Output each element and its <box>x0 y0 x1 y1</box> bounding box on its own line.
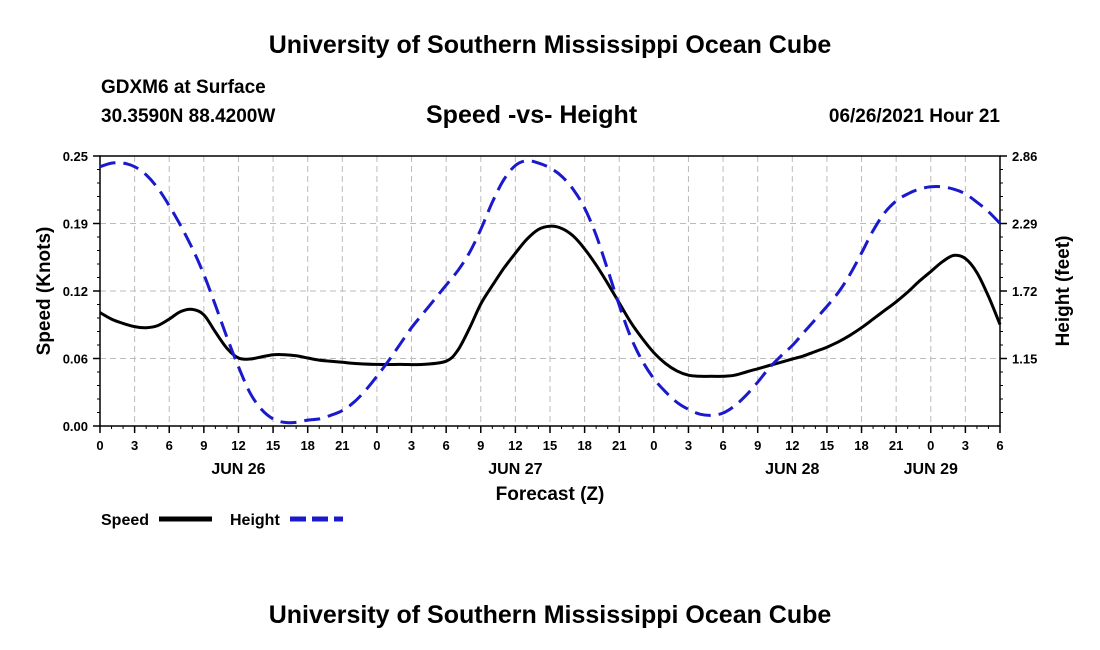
y-tick-label: 0.06 <box>63 352 88 367</box>
x-tick-label: 9 <box>477 438 484 453</box>
x-tick-label: 18 <box>854 438 868 453</box>
x-tick-label: 15 <box>266 438 280 453</box>
chart-title: Speed -vs- Height <box>426 101 638 129</box>
x-tick-label: 12 <box>231 438 245 453</box>
x-tick-label: 6 <box>443 438 450 453</box>
y-tick-label: 0.12 <box>63 284 88 299</box>
x-tick-label: 0 <box>373 438 380 453</box>
x-tick-label: 12 <box>508 438 522 453</box>
x-tick-label: 0 <box>927 438 934 453</box>
y2-axis-label: Height (feet) <box>1053 236 1074 347</box>
date-label: JUN 28 <box>765 461 819 478</box>
x-tick-label: 9 <box>754 438 761 453</box>
x-tick-label: 3 <box>131 438 138 453</box>
x-tick-label: 6 <box>719 438 726 453</box>
y2-tick-label: 1.15 <box>1012 352 1037 367</box>
x-tick-label: 9 <box>200 438 207 453</box>
x-tick-label: 6 <box>166 438 173 453</box>
x-tick-label: 6 <box>996 438 1003 453</box>
x-tick-label: 3 <box>685 438 692 453</box>
x-tick-label: 3 <box>962 438 969 453</box>
x-tick-label: 21 <box>612 438 626 453</box>
x-tick-label: 15 <box>820 438 834 453</box>
date-label: JUN 27 <box>488 461 542 478</box>
date-label: JUN 26 <box>211 461 265 478</box>
y-tick-label: 0.00 <box>63 419 88 434</box>
x-tick-label: 18 <box>300 438 314 453</box>
x-axis-label: Forecast (Z) <box>496 484 605 505</box>
y-tick-label: 0.25 <box>63 149 88 164</box>
x-tick-label: 15 <box>543 438 557 453</box>
date-label: JUN 29 <box>904 461 958 478</box>
x-tick-label: 0 <box>96 438 103 453</box>
y2-tick-label: 2.29 <box>1012 217 1037 232</box>
x-tick-label: 12 <box>785 438 799 453</box>
legend-label-height: Height <box>230 512 280 529</box>
speed-series-line <box>99 224 1002 378</box>
x-tick-label: 21 <box>335 438 349 453</box>
page-title-top: University of Southern Mississippi Ocean… <box>268 31 832 59</box>
y-axis-label: Speed (Knots) <box>34 227 55 356</box>
y-tick-label: 0.19 <box>63 217 88 232</box>
x-tick-label: 3 <box>408 438 415 453</box>
y2-tick-label: 2.86 <box>1012 149 1037 164</box>
station-name: GDXM6 at Surface <box>101 77 266 98</box>
height-series-line <box>99 159 1002 425</box>
forecast-datetime: 06/26/2021 Hour 21 <box>828 106 1000 127</box>
page-title-bottom: University of Southern Mississippi Ocean… <box>268 601 832 629</box>
legend-label-speed: Speed <box>101 512 149 529</box>
y2-tick-label: 1.72 <box>1012 284 1037 299</box>
x-tick-label: 0 <box>650 438 657 453</box>
x-tick-label: 21 <box>889 438 903 453</box>
x-tick-label: 18 <box>577 438 591 453</box>
station-coordinates: 30.3590N 88.4200W <box>101 106 276 127</box>
